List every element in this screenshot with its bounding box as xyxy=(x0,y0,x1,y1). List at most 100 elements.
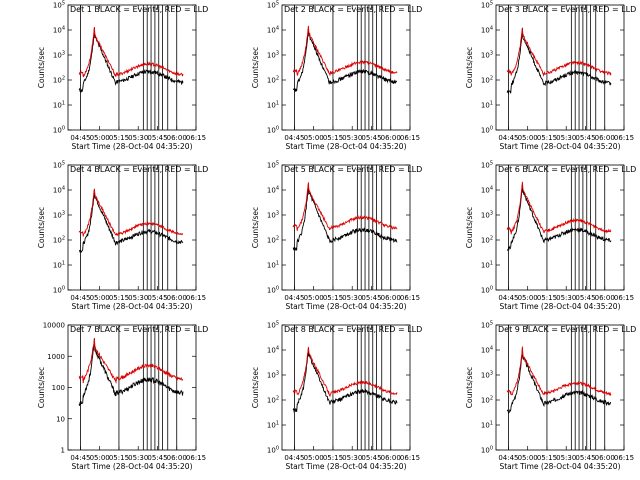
panel-title: Det 4 BLACK = Events, RED = LLD xyxy=(70,165,208,174)
y-tick-exponent: 2 xyxy=(62,76,65,82)
x-axis-label: Start Time (28-Oct-04 04:35:20) xyxy=(499,462,620,471)
y-tick-label: 105 xyxy=(481,1,493,10)
x-tick-label: 06:00 xyxy=(167,134,187,142)
x-tick-label: 06:00 xyxy=(381,134,401,142)
y-tick-label: 105 xyxy=(53,1,65,10)
plot-frame xyxy=(495,4,625,131)
y-tick-label: 103 xyxy=(53,211,65,220)
y-tick-label: 101 xyxy=(267,421,279,430)
y-tick-label: 100 xyxy=(53,286,65,295)
y-tick-exponent: 1 xyxy=(490,101,493,107)
y-tick-label: 100 xyxy=(267,126,279,135)
panel-title: Det 3 BLACK = Events, RED = LLD xyxy=(498,5,636,14)
events-series-line xyxy=(292,348,398,413)
y-tick-exponent: 5 xyxy=(276,321,279,327)
events-series-line xyxy=(292,27,397,92)
y-tick-label: 100 xyxy=(53,126,65,135)
events-series-line xyxy=(292,183,398,251)
detector-panel-8: 04:45 05:00 05:15 05:30 05:45 06:00 06:1510010… xyxy=(251,321,422,472)
y-tick-label: 101 xyxy=(481,421,493,430)
y-axis-label: Counts/sec xyxy=(251,367,260,408)
x-tick-label: 05:45 xyxy=(361,134,381,142)
x-tick-label: 05:00 xyxy=(90,134,110,142)
x-tick-label: 05:00 xyxy=(518,454,538,462)
y-tick-exponent: 0 xyxy=(490,126,493,132)
detector-panel-6: 04:45 05:00 05:15 05:30 05:45 06:00 06:1510010… xyxy=(465,161,636,312)
x-tick-label: 04:45 xyxy=(284,134,304,142)
x-tick-label: 05:45 xyxy=(147,134,167,142)
x-axis-label: Start Time (28-Oct-04 04:35:20) xyxy=(285,302,406,311)
events-series-line xyxy=(79,189,184,253)
x-tick-label: 06:00 xyxy=(167,294,187,302)
x-tick-label: 06:15 xyxy=(400,294,420,302)
detector-panel-5: 04:45 05:00 05:15 05:30 05:45 06:00 06:1510010… xyxy=(251,161,422,312)
x-tick-label: 06:15 xyxy=(400,134,420,142)
y-tick-exponent: 5 xyxy=(276,161,279,167)
plot-frame xyxy=(281,164,411,291)
events-series-line xyxy=(506,27,612,95)
y-tick-label: 101 xyxy=(481,101,493,110)
x-tick-label: 06:00 xyxy=(595,294,615,302)
x-tick-label: 05:15 xyxy=(537,294,557,302)
x-axis-label: Start Time (28-Oct-04 04:35:20) xyxy=(71,142,192,151)
x-tick-label: 05:15 xyxy=(109,134,129,142)
x-tick-label: 06:00 xyxy=(595,454,615,462)
y-tick-exponent: 2 xyxy=(276,76,279,82)
y-tick-label: 10000 xyxy=(43,322,65,330)
x-tick-label: 05:15 xyxy=(109,294,129,302)
panel-title: Det 8 BLACK = Events, RED = LLD xyxy=(284,325,422,334)
y-tick-label: 102 xyxy=(53,76,65,85)
y-tick-label: 102 xyxy=(267,236,279,245)
y-tick-label: 105 xyxy=(481,161,493,170)
x-tick-label: 05:45 xyxy=(575,454,595,462)
x-axis-label: Start Time (28-Oct-04 04:35:20) xyxy=(71,462,192,471)
lld-series-line xyxy=(292,346,398,398)
events-series-line xyxy=(78,338,184,406)
y-tick-label: 104 xyxy=(481,346,493,355)
y-tick-label: 104 xyxy=(53,26,65,35)
x-tick-label: 04:45 xyxy=(284,454,304,462)
lld-series-line xyxy=(78,26,184,78)
y-tick-label: 1 xyxy=(61,447,65,455)
y-tick-exponent: 1 xyxy=(276,421,279,427)
y-tick-exponent: 3 xyxy=(276,371,279,377)
y-tick-label: 1000 xyxy=(47,353,65,361)
y-axis-label: Counts/sec xyxy=(37,207,46,248)
y-tick-exponent: 1 xyxy=(62,261,65,267)
panel-title: Det 6 BLACK = Events, RED = LLD xyxy=(498,165,636,174)
x-tick-label: 05:00 xyxy=(304,134,324,142)
x-tick-label: 05:15 xyxy=(323,134,343,142)
x-tick-label: 05:30 xyxy=(342,454,362,462)
x-tick-label: 06:00 xyxy=(167,454,187,462)
y-tick-label: 100 xyxy=(481,446,493,455)
x-axis-label: Start Time (28-Oct-04 04:35:20) xyxy=(499,302,620,311)
y-tick-exponent: 0 xyxy=(490,286,493,292)
y-tick-label: 100 xyxy=(481,286,493,295)
y-tick-exponent: 3 xyxy=(490,51,493,57)
y-tick-exponent: 5 xyxy=(62,1,65,7)
y-tick-exponent: 5 xyxy=(490,161,493,167)
y-tick-label: 103 xyxy=(267,211,279,220)
y-tick-label: 104 xyxy=(481,26,493,35)
lld-series-line xyxy=(292,25,398,77)
y-tick-exponent: 4 xyxy=(276,26,279,32)
y-axis-label: Counts/sec xyxy=(37,367,46,408)
y-tick-label: 103 xyxy=(481,371,493,380)
lld-series-line xyxy=(506,346,612,397)
y-tick-exponent: 4 xyxy=(490,186,493,192)
x-tick-label: 04:45 xyxy=(70,294,90,302)
y-tick-exponent: 3 xyxy=(62,211,65,217)
panel-title: Det 5 BLACK = Events, RED = LLD xyxy=(284,165,422,174)
x-tick-label: 05:30 xyxy=(128,134,148,142)
detector-panel-1: 04:45 05:00 05:15 05:30 05:45 06:00 06:1510010… xyxy=(37,1,208,152)
detector-panel-7: 04:45 05:00 05:15 05:30 05:45 06:00 06:15 1 10 10… xyxy=(37,322,208,472)
y-tick-label: 103 xyxy=(267,371,279,380)
x-tick-label: 06:15 xyxy=(186,454,206,462)
plot-frame xyxy=(495,164,625,291)
y-tick-label: 100 xyxy=(481,126,493,135)
y-tick-exponent: 2 xyxy=(276,396,279,402)
x-axis-label: Start Time (28-Oct-04 04:35:20) xyxy=(499,142,620,151)
y-tick-label: 102 xyxy=(267,396,279,405)
x-tick-label: 05:00 xyxy=(518,294,538,302)
